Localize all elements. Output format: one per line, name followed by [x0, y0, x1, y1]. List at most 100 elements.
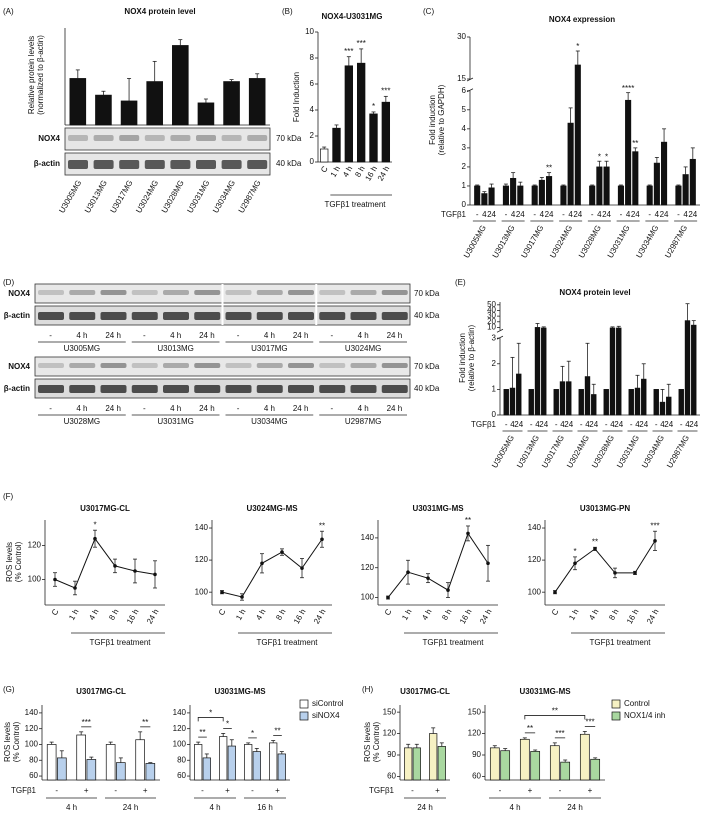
- significance: *: [372, 102, 375, 111]
- blot-strip: [64, 127, 271, 151]
- y-tick-label: 50: [487, 300, 496, 309]
- x-tick-label: 1 h: [234, 608, 247, 622]
- group-label: U3013MG: [491, 224, 517, 260]
- x-tick-label: U3005MG: [57, 179, 83, 215]
- bar: [579, 733, 590, 781]
- blot-band: [93, 135, 114, 141]
- group-label: U3028MG: [590, 434, 616, 470]
- blot-band: [288, 363, 314, 368]
- blot-band: [256, 385, 283, 393]
- blot-row-label: NOX4: [8, 362, 30, 371]
- point: [573, 561, 577, 566]
- bar: [519, 738, 530, 781]
- bar: [689, 158, 696, 206]
- x-axis-label: TGFβ1 treatment: [422, 638, 484, 647]
- y-axis-label: (normalized to β-actin): [36, 35, 45, 115]
- blot-band: [350, 312, 377, 320]
- bar: [120, 100, 138, 126]
- bar: [86, 759, 97, 781]
- significance: *: [573, 547, 576, 556]
- y-axis-label: Fold induction: [458, 333, 467, 383]
- bar: [381, 101, 391, 163]
- blot-band: [119, 160, 140, 169]
- condition-label: -: [591, 210, 594, 219]
- point: [386, 595, 390, 600]
- treatment-label: TGFβ1: [441, 210, 467, 219]
- bar: [219, 736, 228, 781]
- cell-line-label: U3031MG: [157, 417, 193, 426]
- group-label: U3024MG: [565, 434, 591, 470]
- y-tick-label: 80: [177, 755, 186, 764]
- blot-band: [381, 290, 408, 295]
- y-tick-label: 60: [177, 771, 186, 780]
- x-tick-label: 8 h: [107, 608, 120, 622]
- lane-label: -: [237, 404, 240, 413]
- legend-swatch: [299, 711, 309, 721]
- condition-label: -: [630, 420, 633, 429]
- x-tick-label: U3024MG: [134, 179, 160, 215]
- condition-label: 4: [626, 210, 631, 219]
- condition-label: -: [559, 786, 562, 795]
- condition-label: -: [555, 420, 558, 429]
- blot-band: [131, 290, 158, 295]
- bar: [653, 389, 659, 416]
- condition-label: 24: [589, 420, 598, 429]
- x-tick-label: C: [550, 607, 561, 617]
- chart-title: U3017MG-CL: [76, 687, 126, 696]
- bar: [659, 401, 666, 416]
- y-tick-label: 20: [487, 317, 496, 326]
- lane-label: -: [143, 404, 146, 413]
- y-tick-label: 150: [468, 707, 482, 716]
- blot-band: [131, 312, 158, 320]
- group-label: 24 h: [417, 803, 433, 812]
- x-tick-label: U3017MG: [109, 179, 135, 215]
- cell-line-label: U2987MG: [345, 417, 381, 426]
- legend-label: siControl: [312, 699, 344, 708]
- condition-label: 24: [614, 420, 623, 429]
- y-tick-label: 0: [462, 200, 467, 209]
- condition-label: 24: [487, 210, 496, 219]
- point: [613, 571, 617, 575]
- group-label: U2987MG: [663, 224, 689, 260]
- blot-size-label: 70 kDa: [414, 362, 440, 371]
- group-label: U3005MG: [462, 224, 488, 260]
- blot-band: [144, 160, 165, 169]
- chart-title: NOX4 protein level: [559, 288, 630, 297]
- point: [73, 586, 77, 590]
- x-tick-label: 16 h: [292, 608, 308, 626]
- condition-label: -: [655, 420, 658, 429]
- y-tick-label: 120: [25, 724, 39, 733]
- significance: ****: [622, 84, 634, 93]
- chart-title: NOX4 expression: [549, 15, 615, 24]
- group-label: U3024MG: [548, 224, 574, 260]
- x-tick-label: 24 h: [645, 608, 661, 626]
- bar: [609, 327, 616, 416]
- bar: [566, 381, 572, 416]
- group-label: 24 h: [567, 803, 583, 812]
- bar: [57, 757, 67, 781]
- blot-band: [194, 312, 221, 320]
- significance: ***: [381, 86, 390, 95]
- y-tick-label: 100: [195, 587, 209, 596]
- blot-band: [319, 290, 346, 295]
- panel-label: (D): [3, 278, 14, 287]
- cell-line-label: U3013MG: [157, 344, 193, 353]
- cell-line-label: U3017MG: [251, 344, 287, 353]
- condition-label: 24: [545, 210, 554, 219]
- bar: [197, 102, 215, 126]
- significance: ***: [555, 729, 564, 738]
- bar: [538, 179, 545, 206]
- point: [240, 595, 244, 599]
- point: [53, 577, 57, 582]
- blot-band: [131, 363, 158, 368]
- group-label: 4 h: [209, 803, 220, 812]
- x-tick-label: U3031MG: [185, 179, 211, 215]
- point: [260, 561, 264, 566]
- significance: *: [605, 152, 608, 161]
- bar: [591, 394, 597, 416]
- significance: **: [546, 164, 552, 173]
- bar: [560, 761, 571, 781]
- blot-band: [68, 160, 88, 169]
- x-axis-label: TGFβ1 treatment: [589, 638, 651, 647]
